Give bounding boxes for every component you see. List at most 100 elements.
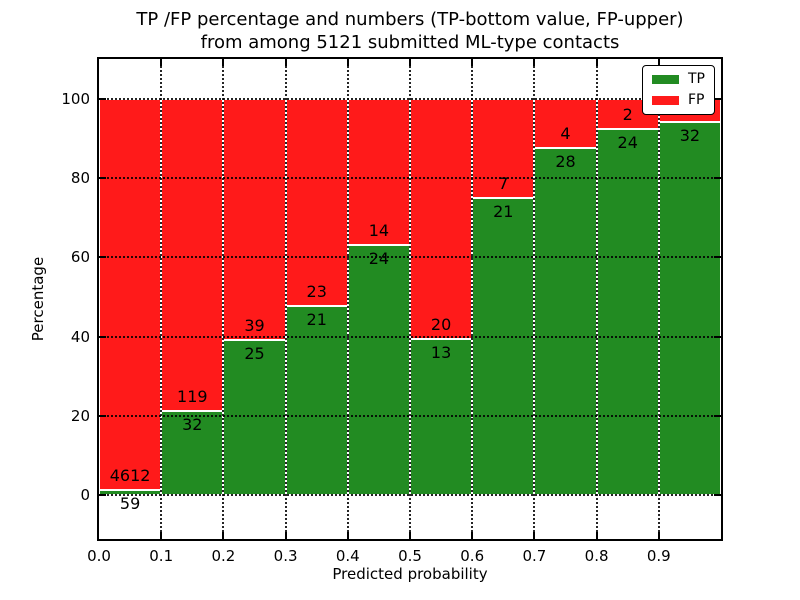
legend-entry: FP: [652, 93, 705, 108]
gridline-horizontal: [99, 177, 721, 179]
bar-label-tp: 32: [182, 415, 203, 435]
x-tick-label: 0.3: [273, 547, 298, 565]
x-tick-label: 0.6: [460, 547, 485, 565]
y-tick-label: 20: [70, 407, 90, 426]
gridline-horizontal: [99, 415, 721, 418]
bar-segment-fp: [410, 98, 473, 340]
gridline-vertical: [533, 59, 536, 539]
y-tick-label: 40: [70, 327, 90, 346]
y-tick-mark: [714, 177, 721, 179]
bar-label-fp: 39: [244, 316, 265, 336]
gridline-vertical: [284, 59, 287, 539]
bar-label-fp: 20: [430, 315, 452, 335]
x-tick-mark: [160, 59, 163, 66]
y-tick-mark: [99, 256, 106, 259]
x-tick-mark: [657, 59, 660, 66]
bar-label-fp: 119: [177, 387, 208, 407]
bar-segment-fp: [223, 98, 286, 341]
bar-label-fp: 23: [306, 282, 327, 302]
chart-title-line-1: TP /FP percentage and numbers (TP-bottom…: [136, 9, 684, 30]
chart-title-line-2: from among 5121 submitted ML-type contac…: [200, 32, 620, 53]
y-tick-mark: [99, 97, 106, 100]
bar-label-tp: 28: [555, 152, 576, 172]
x-tick-mark: [222, 59, 225, 66]
gridline-vertical: [657, 59, 660, 539]
y-tick-mark: [714, 335, 721, 338]
x-tick-mark: [284, 59, 287, 66]
gridline-vertical: [595, 59, 598, 539]
bar-label-fp: 4612: [109, 466, 151, 486]
x-tick-mark: [471, 59, 474, 66]
gridline-vertical: [346, 59, 349, 539]
bar-label-fp: 14: [368, 220, 390, 240]
bar-label-fp: 2: [622, 105, 633, 125]
bar-label-tp: 32: [679, 126, 701, 145]
bar-segment-fp: [99, 98, 162, 491]
y-tick-mark: [714, 415, 721, 418]
x-tick-label: 0.9: [646, 547, 671, 565]
x-tick-mark: [595, 532, 598, 539]
y-axis-label: Percentage: [29, 256, 47, 342]
bar-label-tp: 24: [617, 133, 638, 153]
x-tick-mark: [284, 532, 287, 539]
y-tick-label: 80: [70, 169, 90, 187]
x-tick-label: 0.4: [335, 547, 360, 565]
plot-inner: TP FP 4612 59 119 32 39 25 23 21 14 24 20 13 7 21 4 28 2 2…: [99, 59, 721, 539]
bar-segment-tp: [347, 244, 410, 496]
x-tick-label: 0.8: [584, 547, 609, 565]
x-tick-mark: [346, 532, 349, 539]
x-tick-mark: [533, 532, 536, 539]
bar-label-fp: 7: [498, 173, 509, 193]
gridline-vertical: [160, 59, 163, 539]
y-tick-mark: [714, 494, 721, 497]
legend-swatch-fp-icon: [652, 96, 679, 105]
bar-segment-tp: [223, 340, 286, 496]
bar-segment-fp: [161, 98, 224, 412]
x-tick-mark: [657, 532, 660, 539]
x-tick-label: 0.1: [149, 547, 174, 565]
y-tick-label: 100: [61, 89, 90, 108]
x-axis-label: Predicted probability: [332, 565, 488, 583]
bar-segment-tp: [472, 197, 535, 496]
y-tick-mark: [714, 97, 721, 100]
x-tick-mark: [533, 59, 536, 66]
y-tick-mark: [99, 494, 106, 497]
x-tick-mark: [160, 532, 163, 539]
gridline-vertical: [222, 59, 225, 539]
bar-segment-tp: [658, 122, 721, 496]
legend-label: FP: [688, 92, 705, 108]
x-tick-label: 0.5: [398, 547, 422, 565]
x-tick-mark: [595, 59, 598, 66]
chart-title: TP /FP percentage and numbers (TP-bottom…: [99, 8, 721, 54]
x-tick-label: 0.2: [211, 547, 236, 565]
bar-label-tp: 21: [306, 310, 327, 330]
legend: TP FP: [642, 65, 715, 115]
bar-label-fp: 4: [560, 124, 571, 144]
y-tick-mark: [99, 415, 106, 418]
gridline-horizontal: [99, 335, 721, 338]
x-tick-label: 0.0: [87, 547, 111, 565]
bar-label-tp: 24: [368, 248, 390, 268]
legend-label: TP: [688, 71, 705, 87]
x-tick-mark: [346, 59, 349, 66]
y-tick-label: 60: [70, 248, 90, 267]
y-tick-mark: [714, 256, 721, 259]
gridline-vertical: [471, 59, 474, 539]
y-tick-mark: [99, 177, 106, 179]
bar-segment-fp: [285, 98, 348, 307]
x-tick-mark: [222, 532, 225, 539]
bar-segment-tp: [596, 129, 659, 496]
bar-label-tp: 21: [493, 201, 514, 221]
bar-segment-tp: [410, 339, 473, 496]
bar-segment-tp: [534, 148, 597, 496]
bar-label-tp: 25: [244, 344, 265, 364]
plot-area: TP FP 4612 59 119 32 39 25 23 21 14 24 20 13 7 21 4 28 2 2…: [97, 57, 723, 541]
bar-label-tp: 59: [119, 494, 141, 514]
gridline-horizontal: [99, 97, 721, 100]
x-tick-mark: [471, 532, 474, 539]
gridline-vertical: [409, 59, 411, 539]
x-tick-mark: [409, 532, 411, 539]
bar-segment-tp: [285, 306, 348, 496]
x-tick-label: 0.7: [522, 547, 547, 565]
